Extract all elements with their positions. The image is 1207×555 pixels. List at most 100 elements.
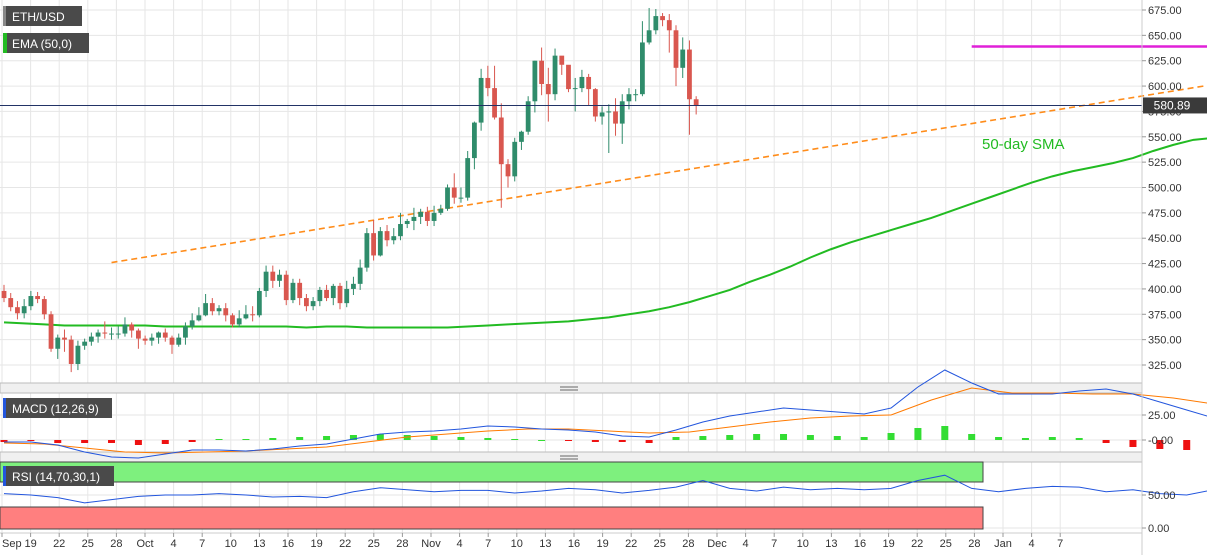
macd-histogram-bar bbox=[645, 440, 653, 443]
candle-body bbox=[230, 315, 235, 325]
time-tick-label: 10 bbox=[225, 538, 237, 550]
candle-body bbox=[472, 122, 477, 159]
macd-histogram-bar bbox=[323, 436, 331, 440]
time-tick-label: 22 bbox=[339, 538, 351, 550]
candle-body bbox=[606, 111, 612, 113]
time-tick-label: 28 bbox=[110, 538, 122, 550]
candle-body bbox=[82, 341, 88, 346]
price-tick-label: 425.00 bbox=[1148, 259, 1182, 271]
macd-histogram-bar bbox=[430, 436, 438, 440]
last-price-badge: 580.89 bbox=[1143, 97, 1207, 114]
macd-histogram-bar bbox=[1156, 440, 1164, 449]
macd-histogram-bar bbox=[699, 436, 707, 440]
last-price-value: 580.89 bbox=[1154, 98, 1191, 112]
candle-body bbox=[216, 308, 222, 312]
macd-histogram-bar bbox=[726, 435, 734, 440]
macd-axis[interactable]: 25.00 -0.00 bbox=[1142, 410, 1176, 447]
trendline-path bbox=[111, 84, 1207, 264]
candle-body bbox=[613, 111, 618, 124]
candle-body bbox=[122, 324, 128, 334]
time-tick-label: 28 bbox=[968, 538, 980, 550]
macd-tick-label: 25.00 bbox=[1148, 410, 1176, 422]
time-tick-label: 19 bbox=[596, 538, 608, 550]
macd-histogram-bar bbox=[1075, 438, 1083, 440]
candle-body bbox=[176, 337, 182, 345]
macd-histogram-bar bbox=[27, 440, 35, 441]
time-axis[interactable]: Sep 19 22 25 28 Oct 4 7 10 13 16 19 22 25 28 Nov 4 7 10 13 1… bbox=[0, 532, 1142, 550]
rsi-badge[interactable]: RSI (14,70,30,1) bbox=[3, 466, 114, 486]
candle-body bbox=[310, 301, 316, 307]
grid-horizontal bbox=[0, 9, 1142, 529]
time-tick-label: 25 bbox=[654, 538, 666, 550]
candle-body bbox=[532, 60, 538, 102]
time-tick-label: 16 bbox=[854, 538, 866, 550]
macd-histogram-bar bbox=[296, 437, 304, 440]
macd-histogram-bar bbox=[108, 440, 116, 443]
time-tick-label: Jan bbox=[994, 538, 1012, 550]
candle-body bbox=[384, 231, 390, 241]
macd-histogram-bar bbox=[995, 437, 1003, 440]
macd-histogram-bar bbox=[0, 440, 8, 442]
macd-histogram-bar bbox=[564, 440, 572, 441]
candle-body bbox=[492, 88, 497, 118]
symbol-badge[interactable]: ETH/USD bbox=[3, 6, 82, 26]
candle-body bbox=[1, 290, 7, 299]
time-tick-label: 7 bbox=[771, 538, 777, 550]
price-tick-label: 625.00 bbox=[1148, 56, 1182, 68]
time-tick-label: 25 bbox=[82, 538, 94, 550]
time-tick-label: 4 bbox=[1029, 538, 1035, 550]
candle-body bbox=[48, 314, 54, 349]
candle-body bbox=[21, 306, 27, 314]
candle-body bbox=[592, 89, 598, 117]
candle-body bbox=[357, 267, 363, 284]
time-tick-label: Nov bbox=[421, 538, 441, 550]
macd-histogram-bar bbox=[511, 439, 519, 440]
macd-histogram-bar bbox=[484, 438, 492, 440]
candle-body bbox=[156, 332, 161, 338]
support-trendline bbox=[111, 84, 1207, 264]
ema-badge[interactable]: EMA (50,0) bbox=[3, 33, 89, 53]
candle-body bbox=[525, 101, 531, 132]
candle-body bbox=[337, 285, 343, 304]
time-tick-label: 16 bbox=[282, 538, 294, 550]
macd-histogram-bar bbox=[457, 437, 465, 440]
macd-histogram-bar bbox=[833, 436, 841, 440]
macd-histogram-bar bbox=[242, 439, 250, 440]
candle-body bbox=[505, 164, 511, 177]
candle-body bbox=[344, 288, 350, 304]
macd-histogram-bar bbox=[215, 439, 223, 440]
candle-body bbox=[62, 337, 67, 340]
rsi-axis[interactable]: 50.00 0.00 bbox=[1142, 490, 1176, 535]
time-tick-label: 19 bbox=[882, 538, 894, 550]
rsi-tick-label: 50.00 bbox=[1148, 490, 1176, 502]
candle-body bbox=[297, 282, 303, 299]
candle-body bbox=[572, 88, 578, 90]
time-tick-label: 10 bbox=[797, 538, 809, 550]
time-tick-label: 16 bbox=[568, 538, 580, 550]
macd-histogram-bar bbox=[860, 437, 868, 440]
macd-histogram-bar bbox=[753, 434, 761, 440]
candle-body bbox=[324, 289, 329, 299]
candle-body bbox=[545, 84, 551, 95]
macd-histogram-bar bbox=[591, 440, 599, 442]
rsi-legend-label: RSI (14,70,30,1) bbox=[12, 470, 100, 484]
time-tick-label: 25 bbox=[940, 538, 952, 550]
price-axis[interactable]: 675.00650.00625.00600.00575.00550.00525.… bbox=[1142, 5, 1182, 372]
candle-body bbox=[619, 101, 625, 124]
candle-body bbox=[277, 274, 282, 281]
candle-body bbox=[424, 211, 430, 221]
candle-body bbox=[8, 298, 14, 308]
price-tick-label: 375.00 bbox=[1148, 309, 1182, 321]
candle-body bbox=[599, 112, 605, 117]
candle-body bbox=[263, 271, 269, 291]
candle-body bbox=[196, 315, 202, 321]
candle-body bbox=[283, 274, 289, 301]
time-tick-label: 4 bbox=[457, 538, 463, 550]
macd-badge[interactable]: MACD (12,26,9) bbox=[3, 398, 112, 418]
candle-body bbox=[203, 303, 208, 316]
candle-body bbox=[458, 197, 464, 199]
price-tick-label: 450.00 bbox=[1148, 233, 1182, 245]
candle-body bbox=[519, 131, 524, 142]
candle-body bbox=[95, 332, 101, 337]
candle-body bbox=[485, 77, 491, 89]
